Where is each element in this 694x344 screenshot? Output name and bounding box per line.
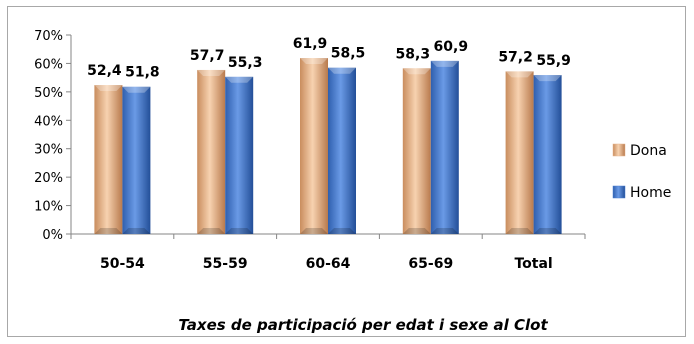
y-tick-label: 10% [34, 200, 63, 215]
bars [94, 58, 562, 235]
bar-bevel-top [328, 67, 356, 74]
bar-bevel-bottom [122, 228, 151, 234]
bar-home [533, 75, 562, 234]
bar-dona [402, 68, 431, 234]
data-labels: 52,4 51,8 57,7 55,3 61,958,5 58,3 60,9 57,2 55,9 [87, 36, 571, 81]
bar-bevel-bottom [430, 228, 459, 234]
y-tick-label: 70% [34, 29, 63, 44]
y-tick-label: 60% [34, 57, 63, 72]
legend-swatch-home [612, 185, 626, 199]
bar-bevel-bottom [402, 228, 431, 234]
bar-bevel-top [300, 58, 328, 65]
bar-bevel-top [430, 60, 459, 67]
x-tick-label: Total [514, 256, 552, 272]
data-label-home: 55,9 [536, 53, 571, 69]
bar-home [328, 67, 356, 234]
legend-swatch-dona [612, 143, 626, 157]
bar-bevel-bottom [197, 228, 226, 234]
bar-dona [94, 85, 123, 234]
bar-dona [197, 69, 226, 235]
x-tick-label: 55-59 [203, 256, 248, 272]
data-label-home: 55,3 [228, 55, 263, 71]
data-label-home: 60,9 [434, 39, 469, 55]
bar-bevel-bottom [94, 228, 123, 234]
legend: Dona Home [612, 143, 671, 201]
x-tick-label: 50-54 [100, 256, 145, 272]
y-tick-label: 30% [34, 143, 63, 158]
bar-home [122, 86, 151, 235]
bar-bevel-bottom [505, 228, 534, 234]
bar-bevel-top [197, 69, 226, 76]
data-label-dona: 52,4 [87, 63, 122, 79]
data-label-dona: 61,9 [293, 36, 328, 52]
data-label-dona: 57,2 [498, 49, 533, 65]
chart-title: Taxes de participació per edat i sexe al… [178, 316, 548, 334]
bar-bevel-top [225, 76, 254, 83]
y-tick-label: 50% [34, 86, 63, 101]
bar-bevel-bottom [328, 228, 356, 234]
x-tick-label: 60-64 [306, 256, 351, 272]
data-label-dona: 58,3 [396, 46, 431, 62]
legend-label-dona: Dona [630, 143, 667, 159]
bar-bevel-top [505, 71, 534, 78]
bar-dona [300, 58, 328, 234]
bar-dona [505, 71, 534, 234]
bar-home [225, 76, 254, 234]
bar-bevel-top [402, 68, 431, 75]
data-label-home: 51,8 [125, 65, 160, 81]
bar-bevel-top [94, 85, 123, 92]
y-tick-label: 40% [34, 114, 63, 129]
bar-bevel-top [122, 86, 151, 93]
bar-home [430, 60, 459, 235]
data-label-home: 58,5 [331, 46, 366, 62]
bar-bevel-bottom [300, 228, 328, 234]
axes: 0% 10% 20% 30% 40% 50% 60% 70% 50-54 55-59 60-64 65… [34, 29, 586, 272]
y-tick-label: 0% [42, 228, 63, 243]
data-label-dona: 57,7 [190, 48, 225, 64]
legend-label-home: Home [630, 185, 671, 201]
bar-bevel-bottom [225, 228, 254, 234]
bar-bevel-bottom [533, 228, 562, 234]
bar-bevel-top [533, 75, 562, 82]
y-tick-label: 20% [34, 171, 63, 186]
x-tick-label: 65-69 [408, 256, 453, 272]
